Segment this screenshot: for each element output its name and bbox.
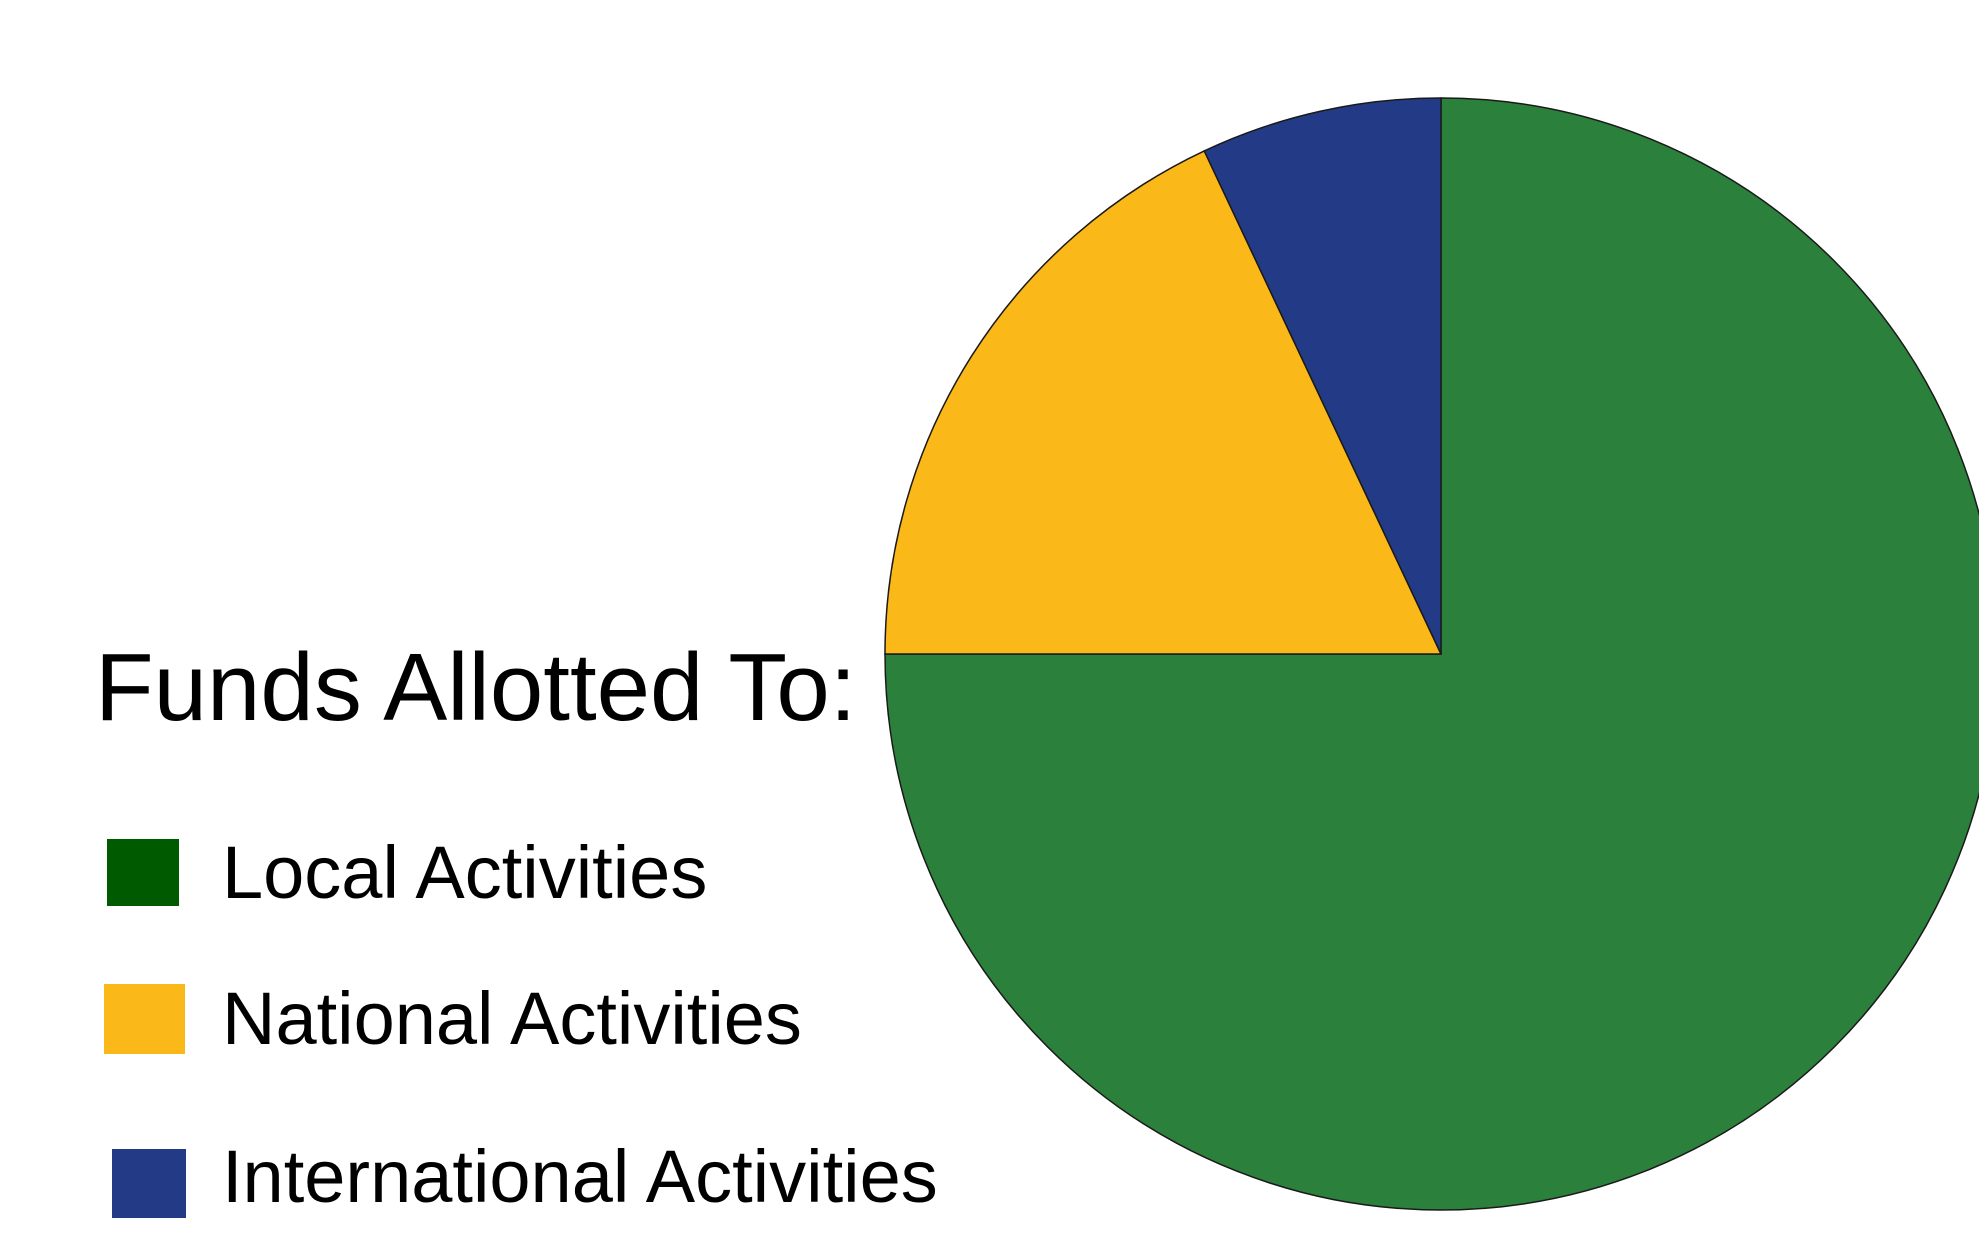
pie-slice-national xyxy=(884,149,1443,655)
legend-item-national: National Activities xyxy=(0,982,900,1062)
legend-label-national: National Activities xyxy=(222,977,802,1060)
legend-swatch-international xyxy=(112,1149,186,1218)
legend-swatch-national xyxy=(104,984,185,1054)
legend-item-local: Local Activities xyxy=(0,836,900,916)
legend-swatch-local xyxy=(107,839,179,906)
legend-label-local: Local Activities xyxy=(222,831,708,914)
legend-item-international: International Activities xyxy=(0,1140,1000,1220)
legend-label-international: International Activities xyxy=(222,1135,938,1218)
legend-title: Funds Allotted To: xyxy=(95,634,857,741)
pie-slice-international xyxy=(1203,97,1442,655)
pie-slice-local xyxy=(884,97,1979,1211)
